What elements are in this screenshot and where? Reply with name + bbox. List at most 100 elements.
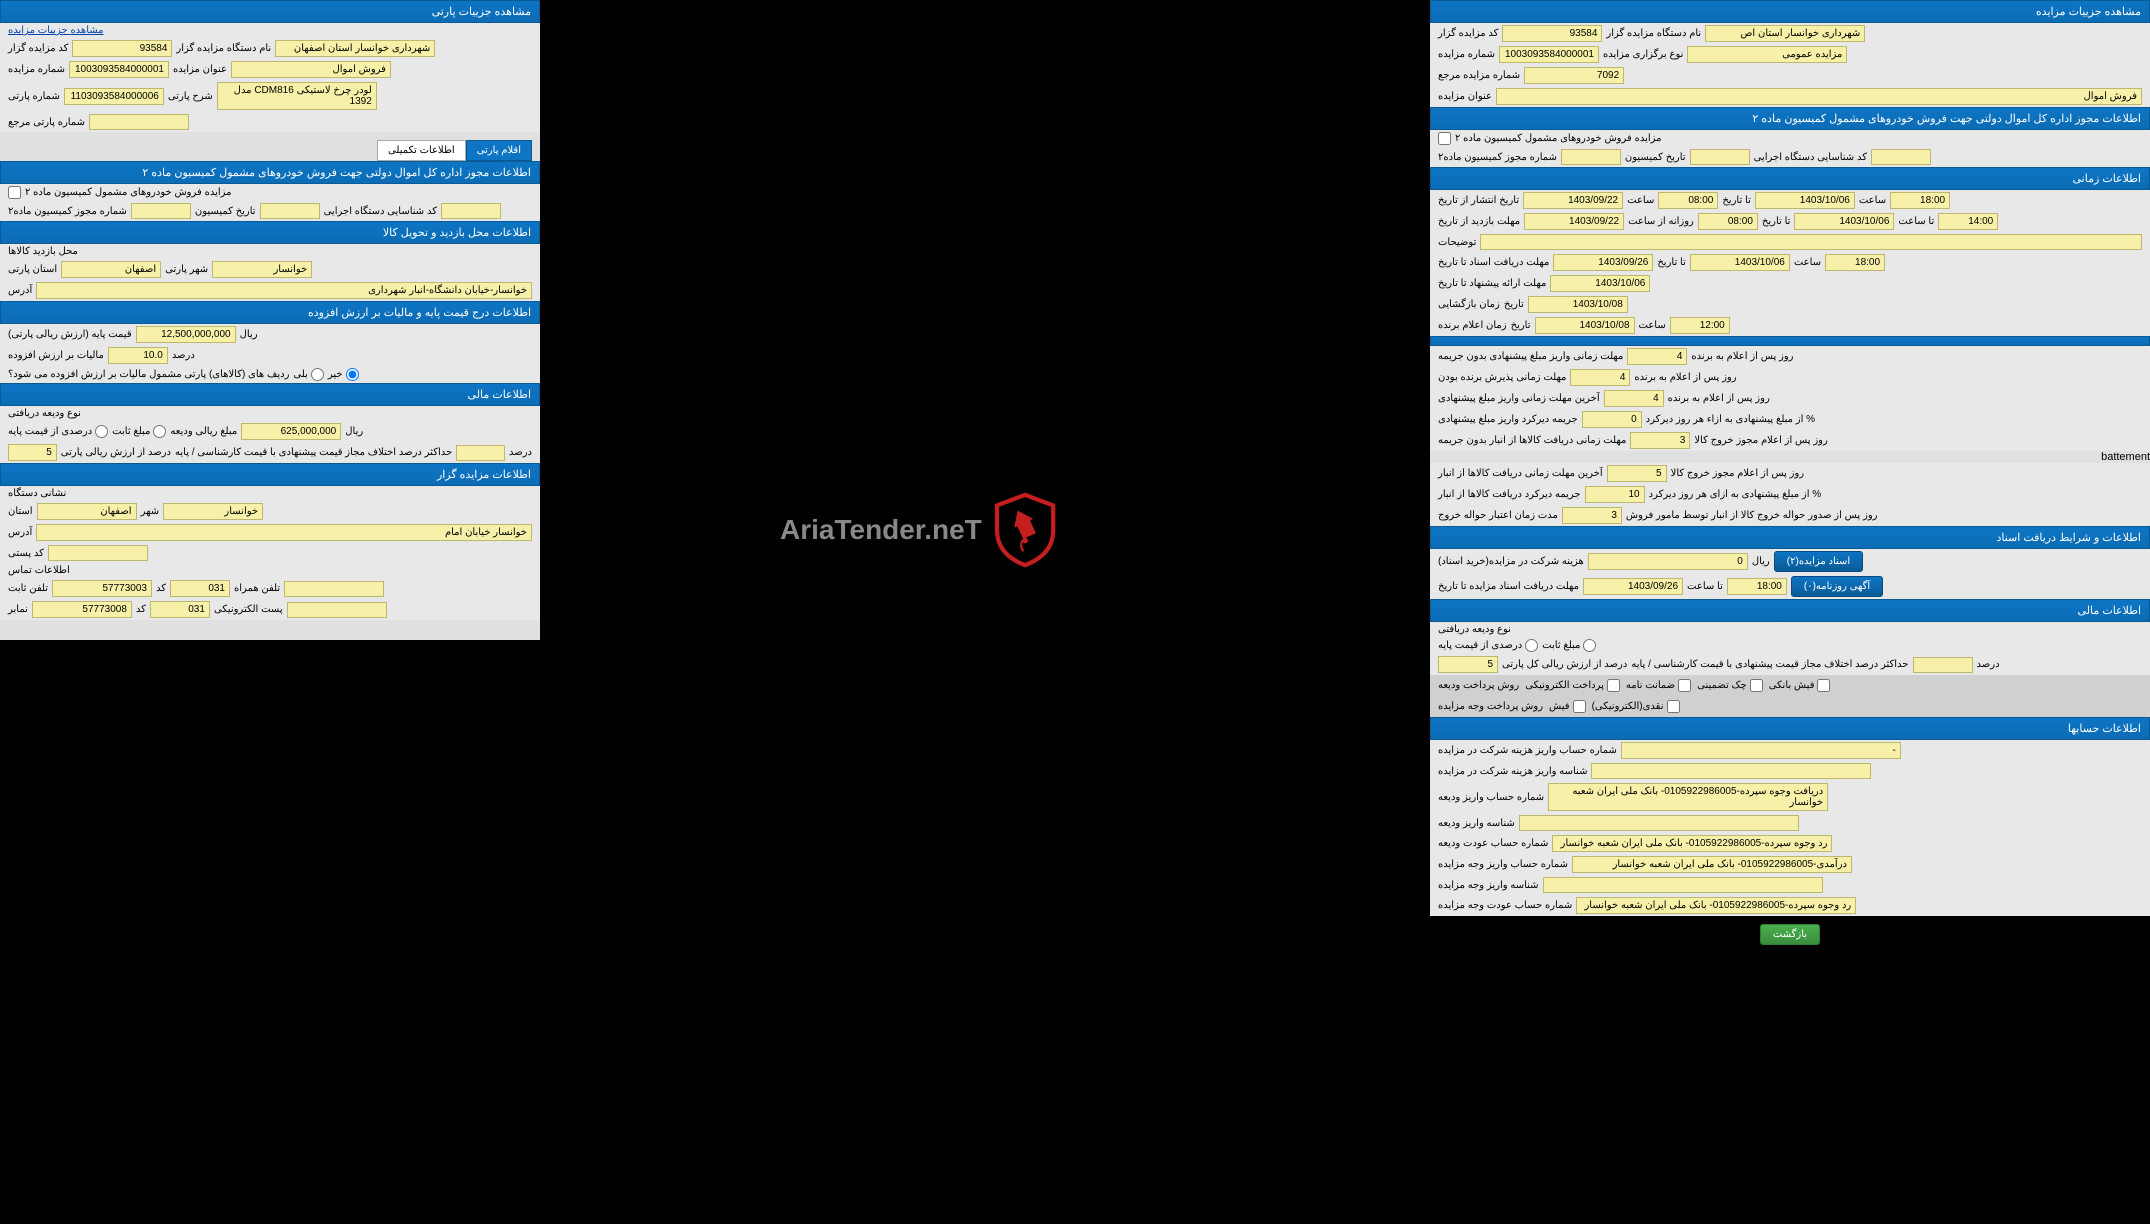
rad-fixed[interactable] (1583, 639, 1596, 652)
section-r-financial: اطلاعات مالی (0, 383, 540, 406)
fld-exec-code (1871, 149, 1931, 165)
lbl-r15a: درصد از ارزش ریالی پارتی (61, 447, 171, 458)
lbl-ref-num: شماره مزایده مرجع (1438, 70, 1520, 81)
chk-guarantee[interactable] (1678, 679, 1691, 692)
lbl-rial: ریال (1752, 556, 1770, 567)
row-vehicle-auction: مزایده فروش خودروهای مشمول کمیسیون ماده … (1430, 130, 2150, 147)
btn-auction-docs[interactable]: اسناد مزایده(۲) (1774, 551, 1863, 572)
row-commission-details: شماره مجوز کمیسیون ماده۲ تاریخ کمیسیون ک… (1430, 147, 2150, 167)
lbl-r4: شماره پارتی مرجع (8, 117, 85, 128)
fld-r11a: 10.0 (108, 347, 168, 364)
lbl-d2: مهلت زمانی پذیرش برنده بودن (1438, 372, 1566, 383)
lbl-r10a: قیمت پایه (ارزش ریالی پارتی) (8, 329, 132, 340)
row-opening-date: زمان بازگشایی تاریخ 1403/10/08 (1430, 294, 2150, 315)
tab-additional-info[interactable]: اطلاعات تکمیلی (377, 140, 466, 161)
chk-electronic[interactable] (1607, 679, 1620, 692)
section-time-info: اطلاعات زمانی (1430, 167, 2150, 190)
lbl-payment-method: روش پرداخت وجه مزایده (1438, 701, 1543, 712)
fld-acc7 (1543, 877, 1823, 893)
row-acc6: شماره حساب واریز وجه مزایده درآمدی-01059… (1430, 854, 2150, 875)
lbl-d1b: روز پس از اعلام به برنده (1691, 351, 1793, 362)
rad-r-fixed[interactable] (153, 425, 166, 438)
fld-r21a: 57773003 (52, 580, 152, 597)
watermark-logo: AriaTender.neT (780, 470, 1060, 590)
fld-r14c: 625,000,000 (241, 423, 341, 440)
row-r4: شماره پارتی مرجع (0, 112, 540, 132)
rad-percent[interactable] (1525, 639, 1538, 652)
lbl-d4b: % از مبلغ پیشنهادی به ازاء هر روز دیرکرد (1646, 414, 1815, 425)
fld-r8b: خوانسار (212, 261, 312, 278)
row-auction-code: کد مزایده گزار 93584 نام دستگاه مزایده گ… (1430, 23, 2150, 44)
row-d4: جریمه دیرکرد واریز مبلغ پیشنهادی 0 % از … (1430, 409, 2150, 430)
lbl-d3: آخرین مهلت زمانی واریز مبلغ پیشنهادی (1438, 393, 1600, 404)
lbl-r10b: ریال (240, 329, 258, 340)
row-r1: کد مزایده گزار 93584 نام دستگاه مزایده گ… (0, 38, 540, 59)
row-docs-deadline2: مهلت دریافت اسناد مزایده تا تاریخ 1403/0… (1430, 574, 2150, 599)
row-r13: نوع ودیعه دریافتی (0, 406, 540, 421)
lbl-visit-daily-from: روزانه از ساعت (1628, 216, 1694, 227)
btn-newspaper-ad[interactable]: آگهی روزنامه(۰) (1791, 576, 1883, 597)
party-details-panel: مشاهده جزییات پارتی مشاهده جزییات مزایده… (0, 0, 540, 640)
row-bid-deadline: مهلت ارائه پیشنهاد تا تاریخ 1403/10/06 (1430, 273, 2150, 294)
lbl-r11a: مالیات بر ارزش افزوده (8, 350, 104, 361)
lbl-d1: مهلت زمانی واریز مبلغ پیشنهادی بدون جریم… (1438, 351, 1623, 362)
lbl-acc6: شماره حساب واریز وجه مزایده (1438, 859, 1568, 870)
btn-return[interactable]: بازگشت (1760, 924, 1820, 945)
chk-fish[interactable] (1573, 700, 1586, 713)
row-title: عنوان مزایده فروش اموال (1430, 86, 2150, 107)
lbl-acc8: شماره حساب عودت وجه مزایده (1438, 900, 1572, 911)
fld-docs-to: 1403/10/06 (1690, 254, 1790, 271)
lbl-d6b: روز پس از اعلام مجوز خروج کالا (1671, 468, 1805, 479)
lbl-visit-from: مهلت بازدید از تاریخ (1438, 216, 1520, 227)
fld-publish-from: 1403/09/22 (1523, 192, 1623, 209)
section-permit-info: اطلاعات مجوز اداره کل اموال دولتی جهت فر… (1430, 107, 2150, 130)
lbl-r6c: کد شناسایی دستگاه اجرایی (324, 206, 437, 217)
fld-ref-num: 7092 (1524, 67, 1624, 84)
tabs: اقلام پارتی اطلاعات تکمیلی (0, 140, 540, 161)
lbl-publish-hour: ساعت (1627, 195, 1654, 206)
fld-r21c (284, 581, 384, 597)
row-acc2: شناسه واریز هزینه شرکت در مزایده (1430, 761, 2150, 781)
row-deposit-percent: 5 درصد از ارزش ریالی کل پارتی حداکثر درص… (1430, 654, 2150, 675)
row-r8: استان پارتی اصفهان شهر پارتی خوانسار (0, 259, 540, 280)
lbl-acc5: شماره حساب عودت ودیعه (1438, 838, 1548, 849)
chk-bank-slip[interactable] (1817, 679, 1830, 692)
chk-vehicle-commission[interactable] (1438, 132, 1451, 145)
row-link: مشاهده جزییات مزایده (0, 23, 540, 38)
row-d6: آخرین مهلت زمانی دریافت کالاها از انبار … (1430, 463, 2150, 484)
fld-d4: 0 (1582, 411, 1642, 428)
fld-d1: 4 (1627, 348, 1687, 365)
row-r19: کد پستی (0, 543, 540, 563)
chk-r-vehicle[interactable] (8, 186, 21, 199)
lbl-d6: آخرین مهلت زمانی دریافت کالاها از انبار (1438, 468, 1603, 479)
rad-r-no[interactable] (346, 368, 359, 381)
fld-visit-daily-from: 08:00 (1698, 213, 1758, 230)
fld-opening-date: 1403/10/08 (1528, 296, 1628, 313)
row-d7: جریمه دیرکرد دریافت کالاها از انبار 10 %… (1430, 484, 2150, 505)
rad-r-yes[interactable] (311, 368, 324, 381)
lbl-r17a: استان (8, 506, 33, 517)
lbl-docs-hour: ساعت (1794, 257, 1821, 268)
fld-r17a: اصفهان (37, 503, 137, 520)
tab-party-items[interactable]: اقلام پارتی (466, 140, 532, 161)
row-ref-number: شماره مزایده مرجع 7092 (1430, 65, 2150, 86)
lbl-docs-to: تا تاریخ (1657, 257, 1686, 268)
lbl-d7: جریمه دیرکرد دریافت کالاها از انبار (1438, 489, 1581, 500)
row-docs-cost: هزینه شرکت در مزایده(خرید اسناد) 0 ریال … (1430, 549, 2150, 574)
lbl-docs-dl: مهلت دریافت اسناد تا تاریخ (1438, 257, 1549, 268)
lbl-r19: کد پستی (8, 548, 44, 559)
link-auction-details[interactable]: مشاهده جزییات مزایده (8, 25, 104, 36)
lbl-deposit-type: نوع ودیعه دریافتی (1438, 624, 1511, 635)
rad-r-pct[interactable] (95, 425, 108, 438)
fld-r9: خوانسار-خیابان دانشگاه-انبار شهرداری (36, 282, 532, 299)
lbl-acc3: شماره حساب واریز ودیعه (1438, 792, 1544, 803)
chk-cash-electronic[interactable] (1667, 700, 1680, 713)
chk-check[interactable] (1750, 679, 1763, 692)
lbl-r12a: ردیف های (کالاهای) پارتی مشمول مالیات بر… (8, 369, 289, 380)
lbl-visit-to: تا تاریخ (1762, 216, 1791, 227)
lbl-d4: جریمه دیرکرد واریز مبلغ پیشنهادی (1438, 414, 1578, 425)
fld-r21b: 031 (170, 580, 230, 597)
row-deposit-options: درصدی از قیمت پایه مبلغ ثابت (1430, 637, 2150, 654)
fld-acc3: دریافت وجوه سپرده-0105922986005- بانک مل… (1548, 783, 1828, 811)
row-r17: استان اصفهان شهر خوانسار (0, 501, 540, 522)
